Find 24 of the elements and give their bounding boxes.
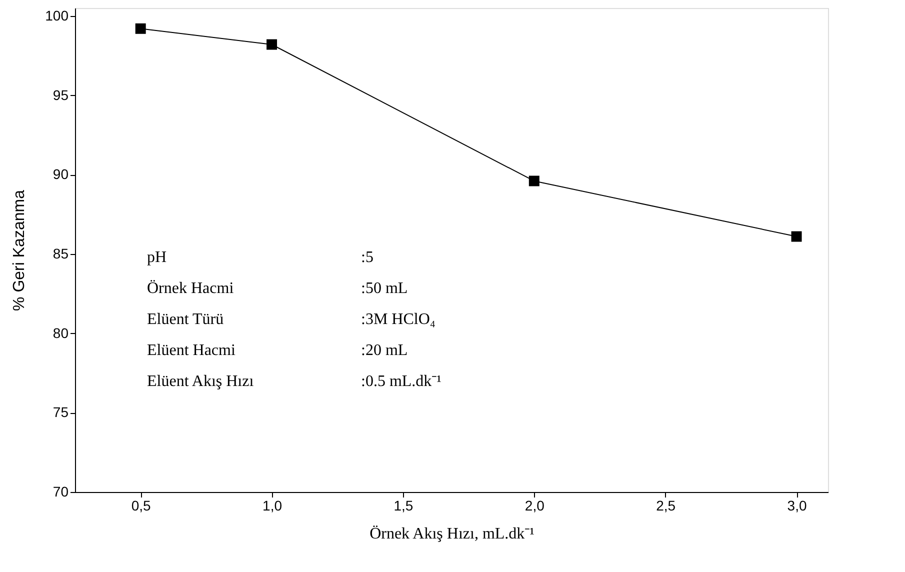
x-axis-title: Örnek Akış Hızı, mL.dk⁻¹ (370, 526, 535, 542)
point (791, 231, 802, 242)
y-tick-label: 80 (52, 324, 69, 341)
text: pH :5 (147, 249, 374, 266)
y-tick-label: 90 (52, 166, 69, 182)
y-axis-title: % Geri Kazanma (11, 190, 28, 311)
y-tick-label: 85 (52, 245, 69, 262)
x-tick-label: 2,0 (524, 498, 545, 514)
x-tick-label: 3,0 (787, 498, 807, 514)
y-tick-label: 75 (52, 404, 69, 420)
text: Elüent Türü :3M HClO₄ (147, 311, 436, 328)
y-tick-label: 95 (52, 86, 69, 103)
x-tick-label: 1,5 (394, 498, 414, 514)
point (135, 23, 146, 34)
text: Elüent Hacmi :20 mL (147, 342, 408, 359)
text: Örnek Hacmi :50 mL (147, 280, 408, 297)
x-tick-label: 0,5 (131, 498, 152, 514)
x-tick-label: 2,5 (656, 498, 676, 514)
x-tick-label: 1,0 (262, 498, 282, 514)
point (266, 39, 278, 50)
text: Elüent Akış Hızı :0.5 mL.dk⁻¹ (147, 373, 442, 390)
point (528, 176, 540, 186)
y-tick-label: 70 (52, 484, 69, 500)
y-tick-label: 100 (45, 7, 69, 24)
